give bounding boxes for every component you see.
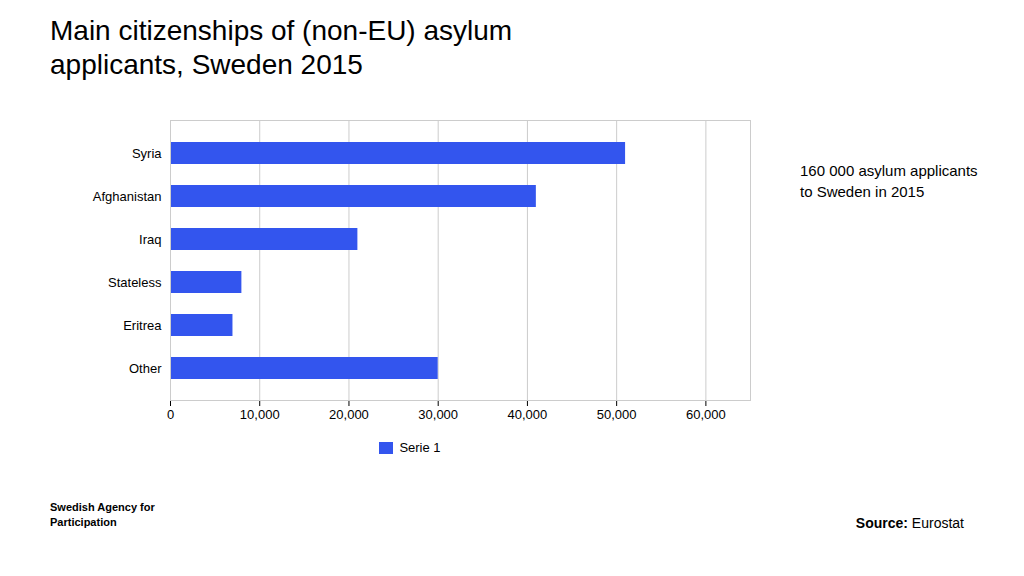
svg-text:50,000: 50,000 — [597, 407, 637, 422]
svg-text:Stateless: Stateless — [108, 275, 162, 290]
html-text:Main citizenships of (non-EU): Main citizenships of (non-EU) asylum app… — [50, 15, 513, 80]
svg-text:Afghanistan: Afghanistan — [93, 189, 162, 204]
svg-text:Other: Other — [129, 361, 162, 376]
svg-text:0: 0 — [167, 407, 174, 422]
html-text:Source: Eurostat: Source: Eurostat — [855, 515, 964, 531]
svg-text:30,000: 30,000 — [418, 407, 458, 422]
svg-text:Syria: Syria — [132, 146, 162, 161]
svg-text:10,000: 10,000 — [240, 407, 280, 422]
html-text:Serie 1: Serie 1 — [399, 440, 441, 455]
svg-text:60,000: 60,000 — [686, 407, 726, 422]
html-text:160 000 asylum applicants to S: 160 000 asylum applicants to Sweden in 2… — [800, 162, 978, 200]
svg-text:Iraq: Iraq — [139, 232, 161, 247]
svg-text:40,000: 40,000 — [508, 407, 548, 422]
svg-text:Eritrea: Eritrea — [123, 318, 162, 333]
svg-text:20,000: 20,000 — [329, 407, 369, 422]
html-text:Swedish Agency for Participati: Swedish Agency for Participation — [50, 501, 155, 529]
